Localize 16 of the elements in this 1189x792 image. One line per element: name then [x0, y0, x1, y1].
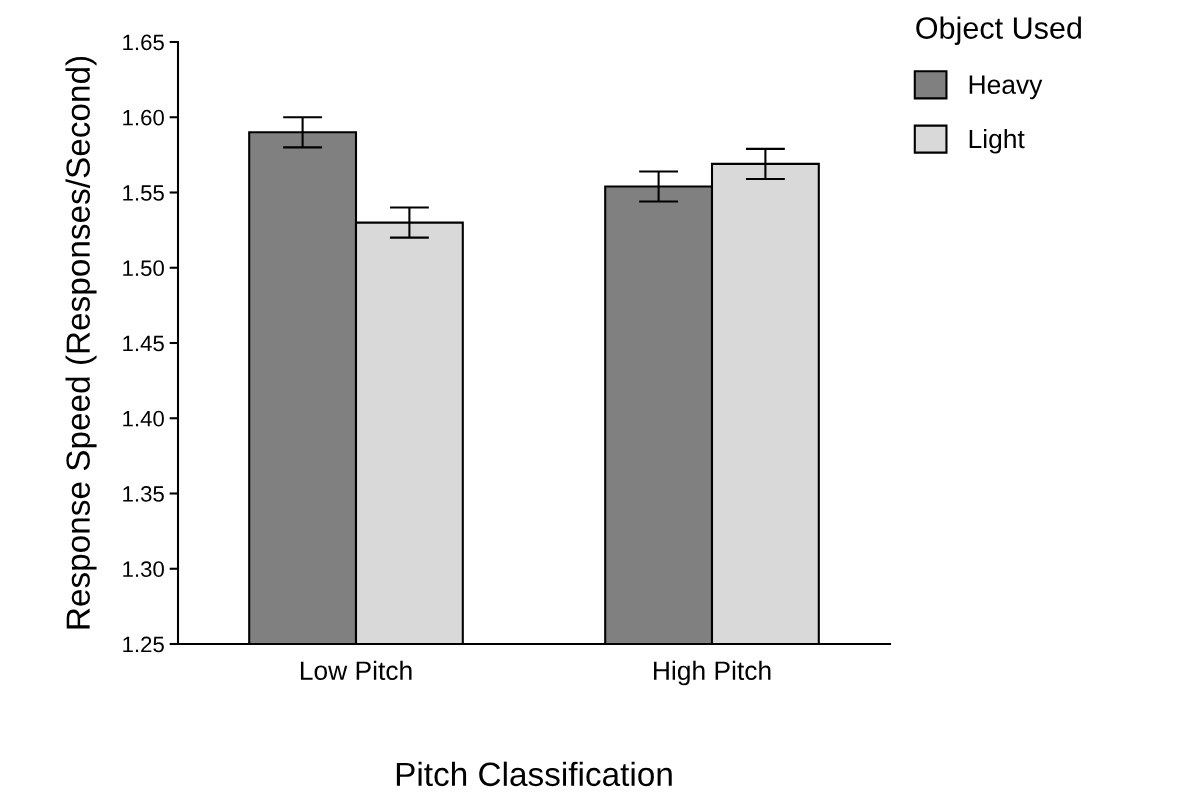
y-tick-label: 1.60 [123, 109, 164, 126]
legend-title: Object Used [916, 16, 1081, 45]
y-tick-label: 1.30 [123, 561, 164, 578]
y-axis-title: Response Speed (Responses/Second) [65, 56, 97, 629]
y-tick-label: 1.65 [123, 34, 164, 51]
y-tick-label: 1.55 [123, 185, 164, 201]
y-tick-label: 1.45 [123, 335, 164, 352]
x-tick-label: Low Pitch [300, 660, 412, 681]
y-tick-label: 1.25 [123, 636, 164, 653]
x-tick-label: High Pitch [654, 660, 771, 686]
x-axis-title: Pitch Classification [396, 761, 672, 787]
y-tick-label: 1.40 [123, 410, 164, 427]
legend-label: Heavy [969, 75, 1043, 100]
legend-label: Light [969, 128, 1025, 154]
y-tick-label: 1.50 [123, 260, 164, 277]
y-tick-label: 1.35 [123, 486, 164, 502]
